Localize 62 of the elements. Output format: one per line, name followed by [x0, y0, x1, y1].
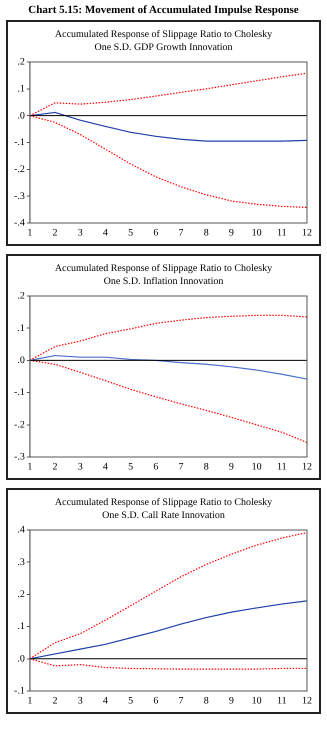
y-tick-label: -.2: [14, 164, 25, 175]
chart-subtitle: One S.D. Inflation Innovation: [102, 275, 224, 288]
y-tick-label: -.4: [14, 218, 25, 229]
chart-title: Accumulated Response of Slippage Ratio to Cholesky: [54, 28, 274, 41]
caption: Chart 5.15: Movement of Accumulated Impulse Response: [27, 4, 300, 16]
y-tick-label: .0: [17, 355, 25, 366]
x-tick-label: 11: [276, 696, 287, 707]
x-tick-label: 4: [102, 696, 108, 707]
y-tick-label: .2: [17, 290, 25, 302]
x-tick-label: 12: [302, 696, 312, 707]
x-tick-label: 1: [27, 462, 32, 473]
y-tick-label: .1: [17, 83, 25, 94]
x-tick-label: 8: [204, 462, 209, 473]
x-tick-label: 7: [178, 228, 184, 239]
x-tick-label: 5: [128, 462, 134, 473]
x-tick-label: 10: [252, 228, 262, 239]
y-tick-label: .3: [17, 556, 25, 568]
chart-title: Accumulated Response of Slippage Ratio to Cholesky: [54, 496, 274, 509]
x-tick-label: 8: [204, 696, 209, 707]
chart-subtitle: One S.D. Call Rate Innovation: [101, 509, 226, 522]
y-tick-label: -.1: [14, 387, 25, 398]
y-tick-label: .1: [17, 621, 25, 632]
x-tick-label: 5: [128, 696, 134, 707]
x-tick-label: 4: [102, 228, 108, 239]
y-tick-label: -.3: [14, 452, 25, 463]
y-tick-label: .1: [17, 322, 25, 334]
x-tick-label: 1: [27, 696, 32, 707]
y-tick-label: .0: [17, 653, 25, 664]
x-tick-label: 1: [27, 228, 32, 239]
x-tick-label: 12: [302, 228, 312, 239]
x-tick-label: 5: [128, 228, 134, 239]
x-tick-label: 8: [204, 228, 209, 239]
x-tick-label: 2: [52, 696, 58, 707]
x-tick-label: 3: [78, 462, 83, 473]
x-tick-label: 10: [252, 696, 262, 707]
x-tick-label: 11: [276, 228, 287, 239]
chart-subtitle: One S.D. GDP Growth Innovation: [94, 41, 234, 54]
y-tick-label: -.1: [14, 137, 25, 148]
x-tick-label: 9: [228, 228, 234, 239]
y-tick-label: -.2: [14, 419, 25, 430]
y-tick-label: -.3: [14, 190, 25, 202]
y-tick-label: .0: [17, 110, 25, 122]
x-tick-label: 12: [302, 462, 312, 473]
x-tick-label: 6: [153, 696, 158, 707]
y-tick-label: .2: [17, 56, 25, 68]
x-tick-label: 9: [228, 696, 234, 707]
y-tick-label: .2: [17, 589, 25, 600]
x-tick-label: 7: [178, 462, 184, 473]
y-tick-label: -.1: [14, 686, 25, 697]
y-tick-label: .4: [17, 524, 25, 536]
x-tick-label: 2: [52, 462, 58, 473]
x-tick-label: 6: [153, 228, 158, 239]
x-tick-label: 9: [228, 462, 234, 473]
x-tick-label: 3: [78, 696, 83, 707]
x-tick-label: 2: [52, 228, 58, 239]
x-tick-label: 10: [252, 462, 262, 473]
chart-title: Accumulated Response of Slippage Ratio to Cholesky: [54, 262, 274, 275]
x-tick-label: 11: [276, 462, 287, 473]
x-tick-label: 6: [153, 462, 158, 473]
x-tick-label: 7: [178, 696, 184, 707]
x-tick-label: 3: [78, 228, 83, 239]
x-tick-label: 4: [102, 462, 108, 473]
